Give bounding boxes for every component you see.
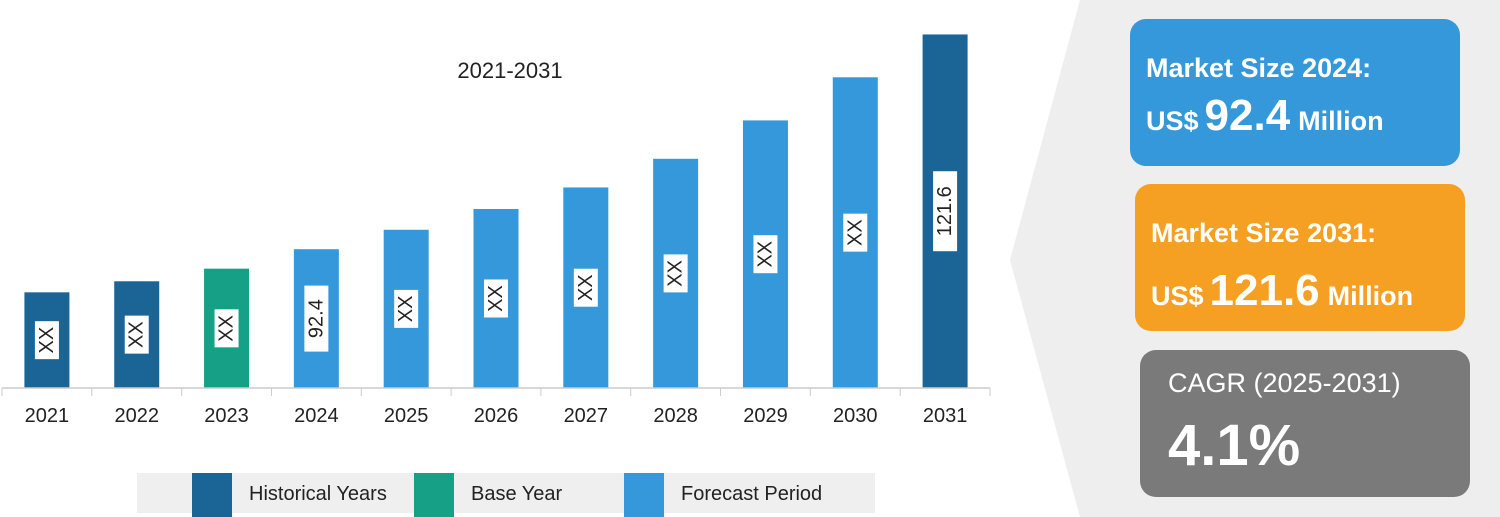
chart-title: 2021-2031 (457, 58, 563, 83)
value-label-box (124, 315, 149, 354)
cagr-card: CAGR (2025-2031) 4.1% (1140, 350, 1470, 497)
value-label-2022: XX (126, 321, 148, 348)
market-size-2031-card: Market Size 2031: US$ 121.6 Million (1135, 184, 1465, 331)
bar-chart: XX 2021 XX 2022 XX 2023 92.4 2024 XX 2025 XX 2026 XX… (1, 34, 991, 427)
market-size-2031-value-line: US$ 121.6 Million (1151, 266, 1413, 316)
currency-label: US$ (1151, 281, 1204, 311)
legend-label-forecast: Forecast Period (681, 483, 823, 505)
value-label-box (34, 321, 59, 360)
legend-label-historical: Historical Years (249, 483, 387, 505)
x-tick-label-2021: 2021 (25, 405, 70, 427)
x-tick-label-2025: 2025 (384, 405, 429, 427)
x-tick-label-2023: 2023 (204, 405, 249, 427)
market-size-2024-card: Market Size 2024: US$ 92.4 Million (1130, 19, 1460, 166)
unit-label: Million (1298, 106, 1384, 136)
currency-label: US$ (1146, 106, 1199, 136)
value-label-box (663, 254, 688, 293)
value-label-2027: XX (575, 274, 597, 301)
value-label-2021: XX (36, 327, 58, 354)
value-label-box (214, 309, 239, 348)
value-label-2030: XX (844, 219, 866, 246)
x-tick-label-2028: 2028 (653, 405, 698, 427)
value-label-2029: XX (754, 241, 776, 268)
market-size-2031-value: 121.6 (1209, 266, 1320, 315)
legend-swatch-forecast (624, 473, 664, 517)
chart-legend: Historical Years Base Year Forecast Peri… (137, 473, 875, 517)
value-label-box (304, 285, 329, 352)
legend-label-base-year: Base Year (471, 483, 563, 505)
value-label-2031: 121.6 (934, 186, 956, 236)
value-label-box (933, 171, 958, 252)
value-label-2025: XX (395, 296, 417, 323)
x-tick-label-2031: 2031 (923, 405, 968, 427)
market-size-2024-label: Market Size 2024: (1146, 53, 1372, 83)
value-label-2023: XX (216, 315, 238, 342)
market-size-2024-value: 92.4 (1204, 91, 1291, 140)
market-size-2031-label: Market Size 2031: (1151, 218, 1377, 248)
x-tick-label-2026: 2026 (474, 405, 519, 427)
value-label-box (843, 213, 868, 252)
x-tick-label-2030: 2030 (833, 405, 878, 427)
value-label-box (394, 289, 419, 328)
cagr-value: 4.1% (1168, 413, 1301, 478)
x-tick-label-2022: 2022 (114, 405, 159, 427)
value-label-2026: XX (485, 285, 507, 312)
value-label-2028: XX (665, 260, 687, 287)
x-tick-label-2029: 2029 (743, 405, 788, 427)
value-label-box (484, 279, 508, 318)
summary-panel: Market Size 2024: US$ 92.4 Million Market … (1010, 0, 1500, 517)
value-label-box (753, 235, 778, 274)
cagr-label: CAGR (2025-2031) (1168, 368, 1401, 398)
legend-swatch-historical (192, 473, 232, 517)
unit-label: Million (1327, 281, 1414, 311)
market-size-2024-value-line: US$ 92.4 Million (1146, 91, 1384, 141)
x-tick-label-2027: 2027 (564, 405, 609, 427)
value-label-2024: 92.4 (305, 299, 327, 338)
x-tick-label-2024: 2024 (294, 405, 339, 427)
value-label-box (573, 268, 598, 307)
legend-swatch-base-year (414, 473, 454, 517)
